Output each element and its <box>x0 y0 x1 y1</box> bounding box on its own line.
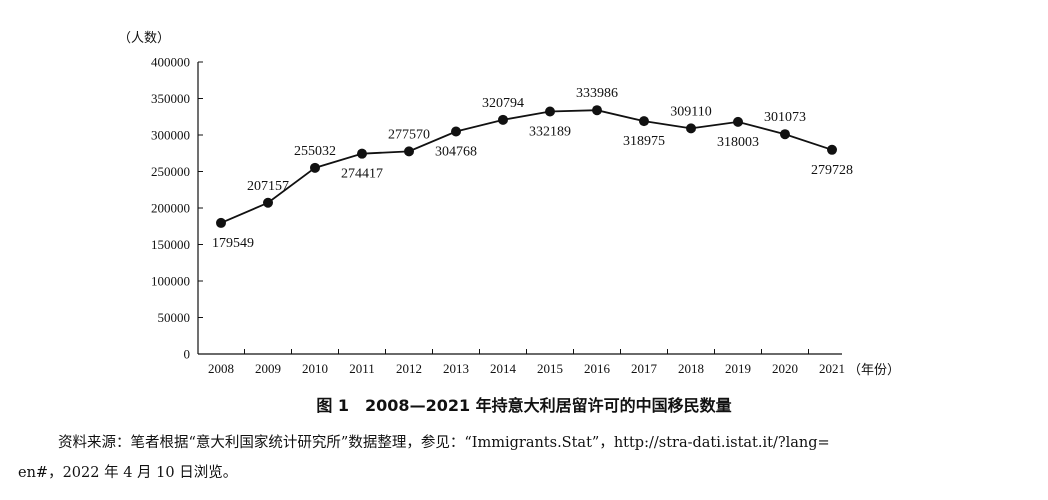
data-label: 333986 <box>576 86 618 101</box>
data-label: 255032 <box>294 144 336 159</box>
data-point <box>357 148 367 159</box>
data-point <box>310 162 320 173</box>
x-tick-label: 2009 <box>255 361 281 376</box>
data-point <box>216 217 226 228</box>
data-point <box>451 126 461 137</box>
y-tick-label: 100000 <box>151 274 190 289</box>
x-tick-label: 2019 <box>725 361 751 376</box>
data-point <box>545 106 555 117</box>
source-line-2: en#，2022 年 4 月 10 日浏览。 <box>18 465 238 481</box>
data-label: 279728 <box>811 163 853 178</box>
data-labels: 179549 207157 255032 274417 277570 304768 3207… <box>212 86 853 251</box>
line-chart: （人数） （年份） 0 50000 100000 150000 200000 250000… <box>118 31 900 378</box>
x-tick-label: 2020 <box>772 361 798 376</box>
data-point <box>592 105 602 116</box>
series-polyline <box>220 109 833 224</box>
x-tick-label: 2018 <box>678 361 704 376</box>
data-point <box>263 197 273 208</box>
x-ticks: 2008 2009 2010 2011 2012 2013 2014 2015 2016 2017… <box>208 349 845 376</box>
y-tick-label: 150000 <box>151 237 190 252</box>
data-points <box>216 105 837 228</box>
x-tick-label: 2008 <box>208 361 234 376</box>
y-tick-label: 50000 <box>158 310 191 325</box>
data-label: 274417 <box>341 167 383 182</box>
data-point <box>404 146 414 157</box>
x-tick-label: 2013 <box>443 361 469 376</box>
data-label: 301073 <box>764 110 806 125</box>
data-label: 320794 <box>482 96 524 111</box>
data-label: 277570 <box>388 127 430 142</box>
series-line <box>220 109 833 224</box>
x-tick-label: 2021 <box>819 361 845 376</box>
source-note: 资料来源：笔者根据“意大利国家统计研究所”数据整理，参见：“Immigrants… <box>18 428 1033 488</box>
y-tick-label: 400000 <box>151 55 190 70</box>
data-label: 309110 <box>670 104 711 119</box>
y-ticks: 0 50000 100000 150000 200000 250000 300000 3500… <box>151 55 203 362</box>
y-tick-label: 350000 <box>151 91 190 106</box>
data-label: 179549 <box>212 236 254 251</box>
x-tick-label: 2011 <box>349 361 375 376</box>
data-point <box>733 116 743 127</box>
data-label: 318975 <box>623 134 665 149</box>
figure-caption: 图 1 2008—2021 年持意大利居留许可的中国移民数量 <box>316 396 732 415</box>
data-point <box>827 144 837 155</box>
x-tick-label: 2010 <box>302 361 328 376</box>
x-tick-label: 2017 <box>631 361 658 376</box>
data-point <box>686 123 696 134</box>
x-tick-label: 2016 <box>584 361 611 376</box>
data-label: 304768 <box>435 145 477 160</box>
data-point <box>780 129 790 140</box>
y-tick-label: 200000 <box>151 201 190 216</box>
data-label: 207157 <box>247 179 289 194</box>
y-tick-label: 0 <box>184 347 191 362</box>
x-axis-unit-label: （年份） <box>848 363 900 378</box>
x-tick-label: 2015 <box>537 361 563 376</box>
data-point <box>639 116 649 127</box>
data-label: 318003 <box>717 135 759 150</box>
x-tick-label: 2012 <box>396 361 422 376</box>
y-axis-unit-label: （人数） <box>118 31 170 46</box>
data-label: 332189 <box>529 125 571 140</box>
x-tick-label: 2014 <box>490 361 517 376</box>
data-point <box>498 114 508 125</box>
y-tick-label: 250000 <box>151 164 190 179</box>
y-tick-label: 300000 <box>151 128 190 143</box>
source-line-1: 资料来源：笔者根据“意大利国家统计研究所”数据整理，参见：“Immigrants… <box>58 435 830 451</box>
